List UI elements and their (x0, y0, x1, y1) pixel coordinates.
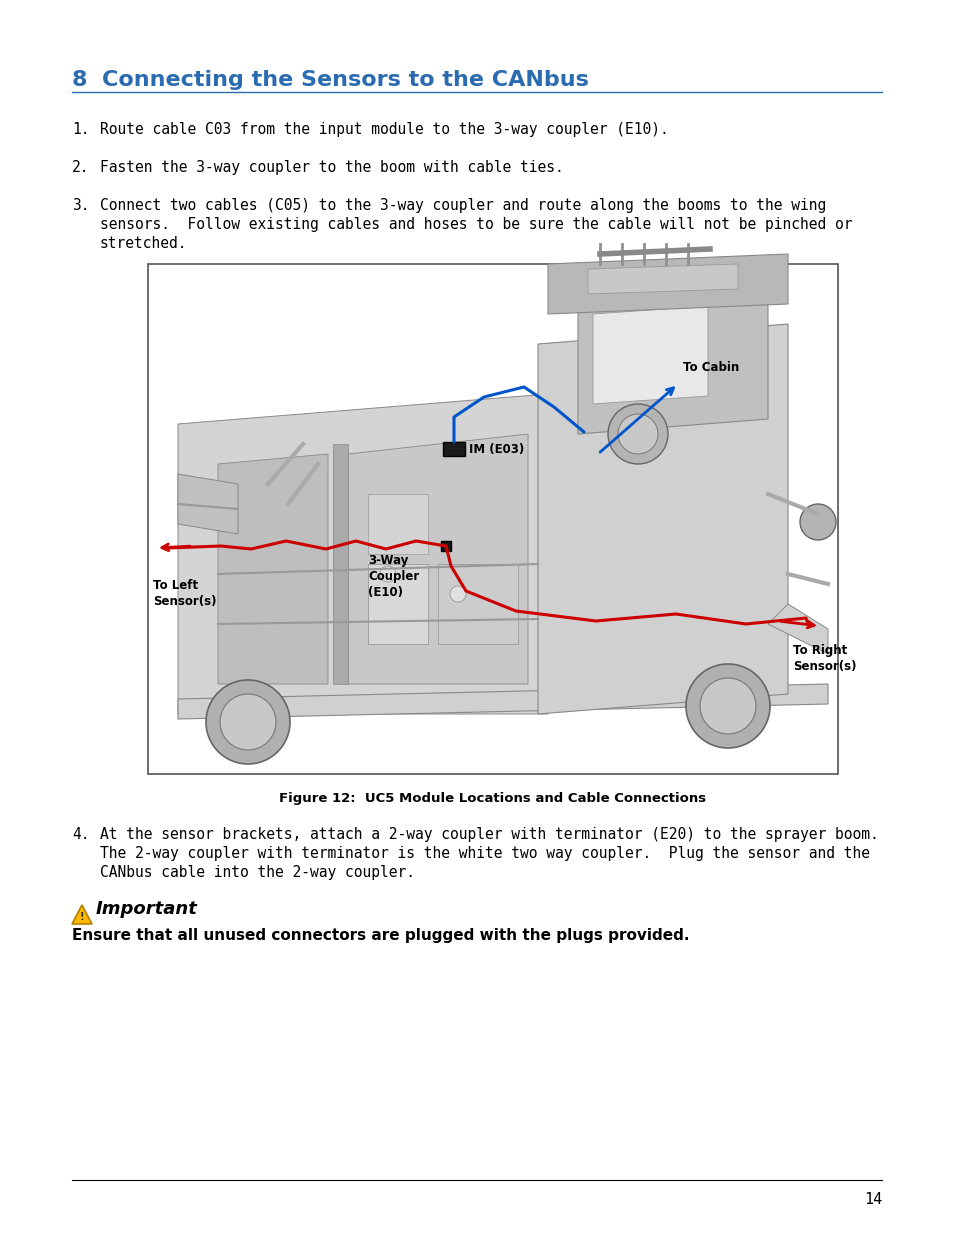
Text: 4.: 4. (71, 827, 90, 842)
Text: The 2-way coupler with terminator is the white two way coupler.  Plug the sensor: The 2-way coupler with terminator is the… (100, 846, 869, 861)
Polygon shape (348, 433, 527, 684)
Polygon shape (537, 324, 787, 714)
Circle shape (206, 680, 290, 764)
Bar (333, 445, 348, 684)
Bar (368, 564, 428, 643)
Circle shape (379, 566, 395, 582)
Text: To Cabin: To Cabin (682, 361, 739, 374)
Text: 2.: 2. (71, 161, 90, 175)
Polygon shape (71, 905, 91, 924)
Text: Connecting the Sensors to the CANbus: Connecting the Sensors to the CANbus (102, 70, 588, 90)
Text: Fasten the 3-way coupler to the boom with cable ties.: Fasten the 3-way coupler to the boom wit… (100, 161, 563, 175)
Polygon shape (593, 306, 707, 404)
Text: !: ! (80, 911, 84, 923)
Polygon shape (767, 604, 827, 655)
Text: Connect two cables (C05) to the 3-way coupler and route along the booms to the w: Connect two cables (C05) to the 3-way co… (100, 198, 825, 212)
Text: To Right
Sensor(s): To Right Sensor(s) (792, 643, 856, 673)
Text: 8: 8 (71, 70, 88, 90)
Text: To Left
Sensor(s): To Left Sensor(s) (152, 579, 216, 608)
Text: Route cable C03 from the input module to the 3-way coupler (E10).: Route cable C03 from the input module to… (100, 122, 668, 137)
Text: At the sensor brackets, attach a 2-way coupler with terminator (E20) to the spra: At the sensor brackets, attach a 2-way c… (100, 827, 878, 842)
Circle shape (700, 678, 755, 734)
Polygon shape (178, 684, 827, 719)
Circle shape (618, 414, 658, 454)
Text: Ensure that all unused connectors are plugged with the plugs provided.: Ensure that all unused connectors are pl… (71, 927, 689, 944)
Text: IM (E03): IM (E03) (469, 442, 524, 456)
Bar (440, 541, 451, 551)
Text: 1.: 1. (71, 122, 90, 137)
Polygon shape (547, 254, 787, 314)
Text: Important: Important (96, 900, 197, 918)
Text: 3-Way
Coupler
(E10): 3-Way Coupler (E10) (368, 555, 418, 599)
Text: 14: 14 (862, 1192, 882, 1207)
Polygon shape (218, 454, 328, 684)
Bar (148, 264, 837, 774)
Polygon shape (587, 264, 738, 294)
Text: stretched.: stretched. (100, 236, 188, 251)
Circle shape (685, 664, 769, 748)
Circle shape (450, 585, 465, 601)
Text: CANbus cable into the 2-way coupler.: CANbus cable into the 2-way coupler. (100, 864, 415, 881)
Circle shape (607, 404, 667, 464)
Polygon shape (178, 474, 237, 534)
Text: sensors.  Follow existing cables and hoses to be sure the cable will not be pinc: sensors. Follow existing cables and hose… (100, 217, 852, 232)
Circle shape (800, 504, 835, 540)
Circle shape (220, 694, 275, 750)
Bar (442, 442, 464, 456)
Text: Figure 12:  UC5 Module Locations and Cable Connections: Figure 12: UC5 Module Locations and Cabl… (279, 792, 706, 805)
Bar (437, 564, 517, 643)
Polygon shape (178, 394, 547, 714)
Bar (368, 494, 428, 555)
Polygon shape (578, 274, 767, 433)
Text: 3.: 3. (71, 198, 90, 212)
